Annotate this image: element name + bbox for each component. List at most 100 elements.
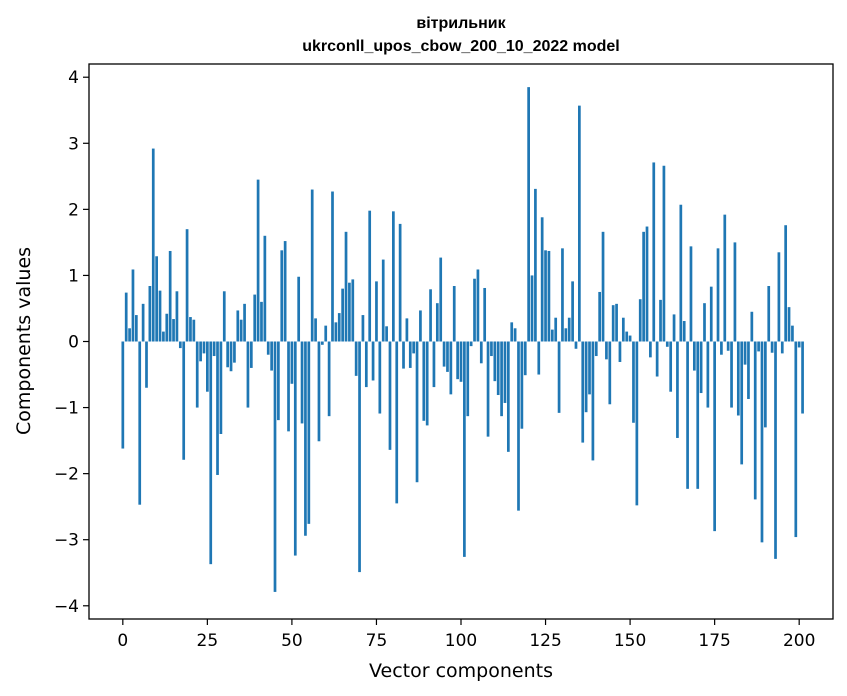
bar <box>581 341 585 443</box>
bar <box>395 341 399 504</box>
bar <box>307 341 311 524</box>
bar <box>767 286 771 342</box>
bar <box>283 241 287 342</box>
bar <box>534 188 537 342</box>
bar <box>192 319 196 342</box>
bar <box>638 299 642 342</box>
bar <box>219 341 223 434</box>
bar <box>314 318 317 342</box>
bar <box>794 341 798 538</box>
bar <box>375 281 378 342</box>
bar <box>199 341 202 362</box>
bar <box>334 322 338 342</box>
bar <box>483 287 487 342</box>
bar <box>277 341 280 421</box>
bar <box>209 341 213 565</box>
bar <box>348 282 351 342</box>
bar <box>182 341 186 460</box>
x-tick-label: 75 <box>366 631 388 651</box>
bar <box>696 341 700 489</box>
bar <box>260 301 263 342</box>
bar <box>645 226 649 342</box>
bar <box>506 341 510 452</box>
bar <box>459 341 463 382</box>
y-tick-label: −2 <box>54 465 79 485</box>
bar <box>243 303 246 342</box>
x-tick-label: 100 <box>445 631 477 651</box>
bar <box>594 341 598 357</box>
bar <box>676 341 679 438</box>
bar <box>510 322 514 342</box>
bar <box>713 341 716 532</box>
bar <box>361 315 365 342</box>
bar <box>493 341 497 382</box>
bar <box>601 231 605 342</box>
y-axis-label: Components values <box>13 247 35 435</box>
bar <box>239 319 243 342</box>
bar <box>266 341 270 355</box>
x-tick-label: 150 <box>614 631 646 651</box>
bar <box>770 341 774 353</box>
bar <box>774 341 777 559</box>
bar <box>591 341 595 461</box>
bar <box>544 250 547 342</box>
bar <box>801 341 804 414</box>
bar <box>605 341 608 360</box>
bar <box>655 341 659 377</box>
bar <box>757 341 760 352</box>
bar <box>733 242 737 342</box>
y-tick-label: −3 <box>54 531 79 551</box>
bar <box>310 189 314 342</box>
bar <box>141 303 145 342</box>
bar <box>699 341 703 394</box>
bar <box>659 299 662 342</box>
bar <box>726 341 730 351</box>
bar <box>317 341 321 442</box>
bar <box>226 341 230 368</box>
bar <box>442 341 446 367</box>
bar <box>280 250 284 342</box>
bar <box>706 341 710 408</box>
bar <box>344 231 348 342</box>
bar <box>740 341 744 465</box>
bar <box>381 259 385 342</box>
bar <box>121 341 125 449</box>
bar <box>797 341 801 348</box>
bar <box>747 341 750 399</box>
bar <box>304 341 307 536</box>
bar <box>632 341 635 423</box>
bar <box>791 325 794 342</box>
bar <box>233 341 236 363</box>
bar <box>320 341 324 345</box>
bar <box>435 303 439 342</box>
bar <box>189 317 192 342</box>
bar <box>273 341 277 592</box>
bar <box>446 341 449 372</box>
bar <box>148 286 152 342</box>
bar <box>750 311 754 342</box>
y-tick-label: 4 <box>68 68 79 88</box>
y-tick-label: 0 <box>68 333 79 353</box>
bar <box>253 294 257 342</box>
bar <box>564 328 568 342</box>
bar <box>635 341 639 506</box>
bar <box>692 341 696 371</box>
bar <box>388 341 392 450</box>
bar <box>682 321 686 342</box>
bar <box>134 315 138 342</box>
bar <box>300 341 304 424</box>
x-tick-label: 0 <box>117 631 128 651</box>
bar <box>584 341 588 413</box>
bar <box>412 341 416 354</box>
bar <box>662 165 666 342</box>
bar <box>547 250 551 342</box>
bar <box>293 341 297 556</box>
bar <box>270 341 273 371</box>
bar <box>449 341 453 395</box>
bar <box>287 341 290 432</box>
bar <box>402 341 405 369</box>
bar <box>124 292 128 342</box>
bar <box>567 317 571 342</box>
bar <box>479 341 483 364</box>
